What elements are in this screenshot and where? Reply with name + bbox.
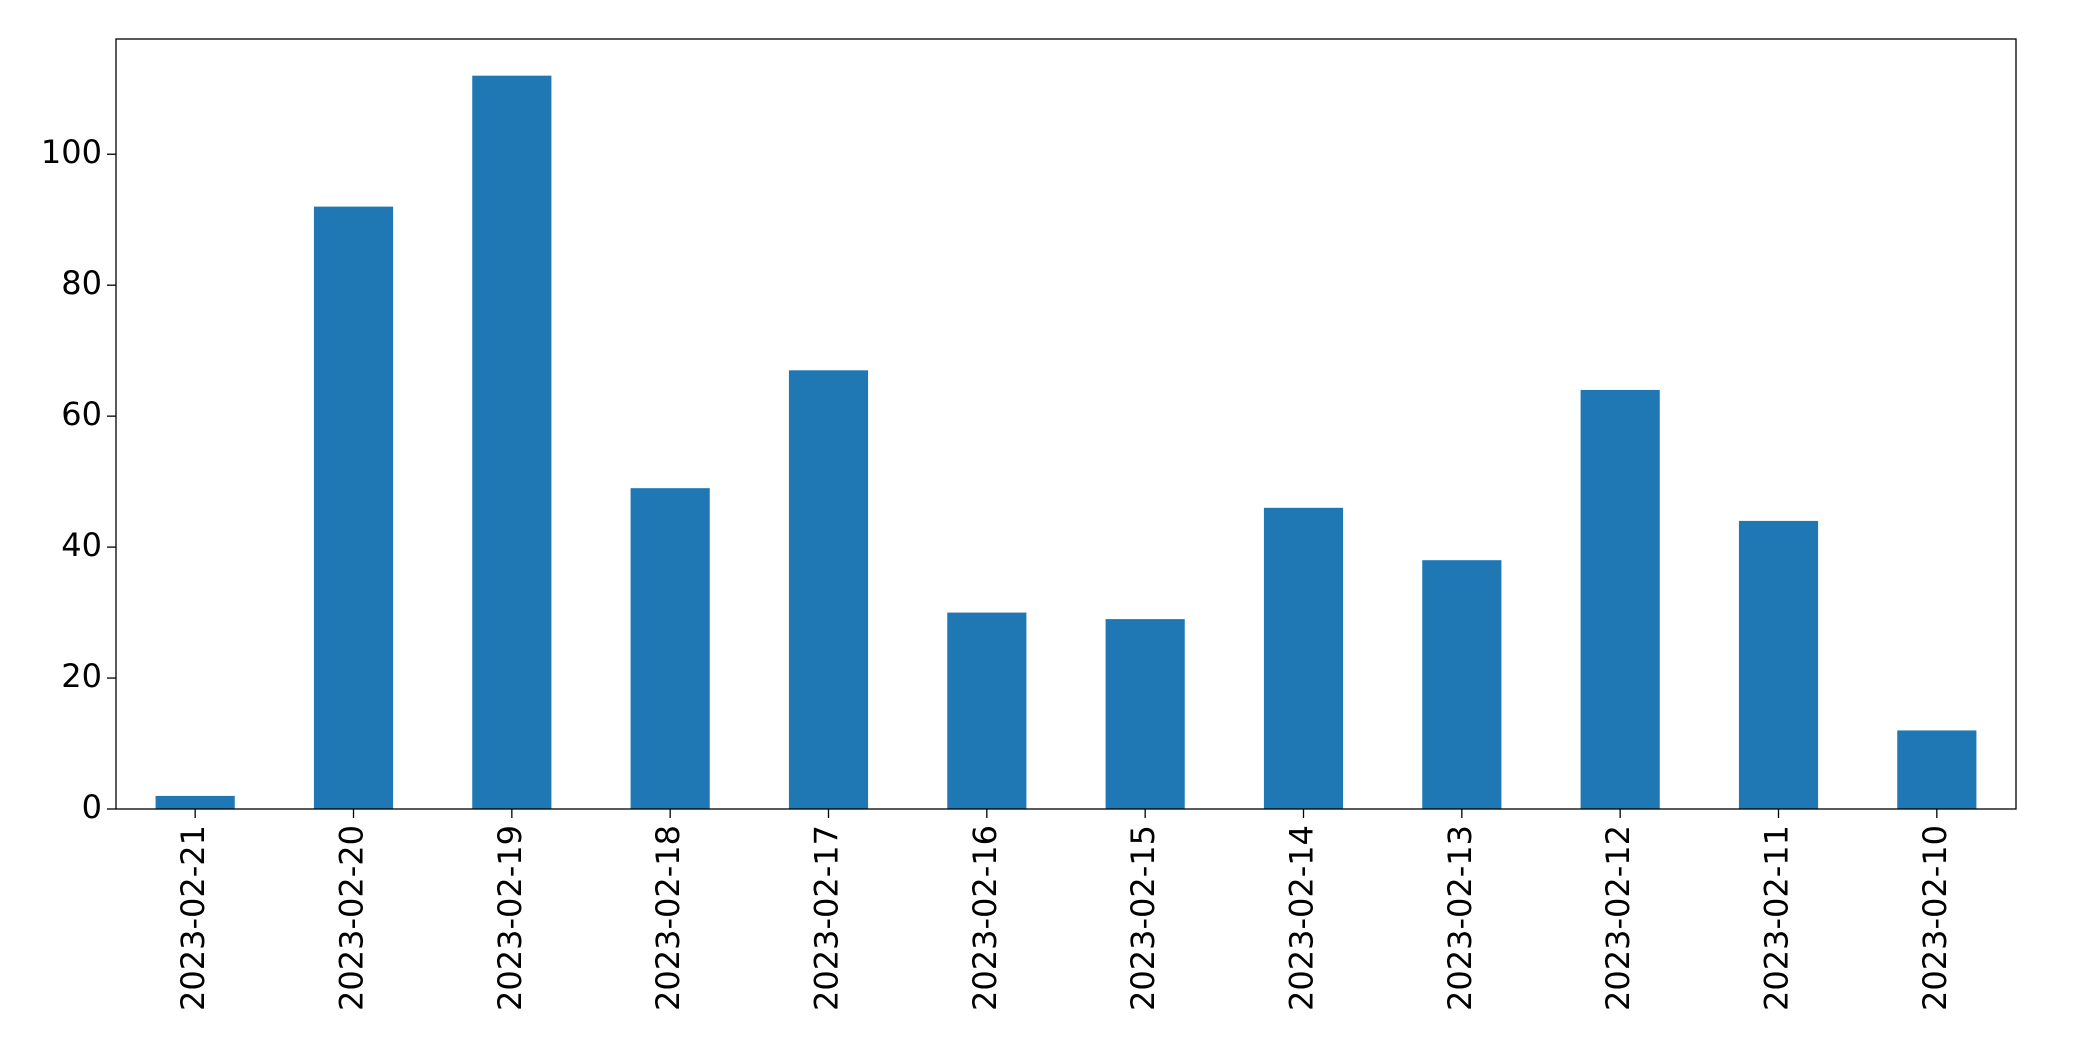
bar <box>1580 389 1660 809</box>
y-tick-label: 100 <box>41 133 102 171</box>
y-tick-label: 80 <box>61 264 102 302</box>
bar <box>1263 507 1344 809</box>
x-tick-label: 2023-02-12 <box>1599 825 1637 1011</box>
bar <box>788 370 869 809</box>
x-tick-label: 2023-02-11 <box>1758 825 1796 1011</box>
x-tick-label: 2023-02-16 <box>966 825 1004 1011</box>
y-tick-label: 40 <box>61 526 102 564</box>
x-tick-label: 2023-02-13 <box>1441 825 1479 1011</box>
x-tick-label: 2023-02-10 <box>1916 825 1954 1011</box>
x-tick-label: 2023-02-17 <box>808 825 846 1011</box>
bar <box>1897 730 1977 809</box>
x-tick-label: 2023-02-21 <box>174 825 212 1011</box>
bar <box>1738 520 1819 809</box>
x-tick-label: 2023-02-18 <box>649 825 687 1011</box>
bar <box>472 75 552 809</box>
y-tick-label: 0 <box>82 788 102 826</box>
bar <box>947 612 1027 809</box>
x-tick-label: 2023-02-15 <box>1124 825 1162 1011</box>
plot-frame <box>115 38 2017 810</box>
bar <box>155 795 235 809</box>
x-tick-label: 2023-02-20 <box>333 825 371 1011</box>
y-tick-label: 20 <box>61 657 102 695</box>
bar <box>1105 619 1185 809</box>
x-tick-label: 2023-02-14 <box>1283 825 1321 1011</box>
bar <box>630 488 710 809</box>
bar <box>1422 560 1502 809</box>
y-tick-label: 60 <box>61 395 102 433</box>
bar <box>313 206 394 810</box>
x-tick-label: 2023-02-19 <box>491 825 529 1011</box>
